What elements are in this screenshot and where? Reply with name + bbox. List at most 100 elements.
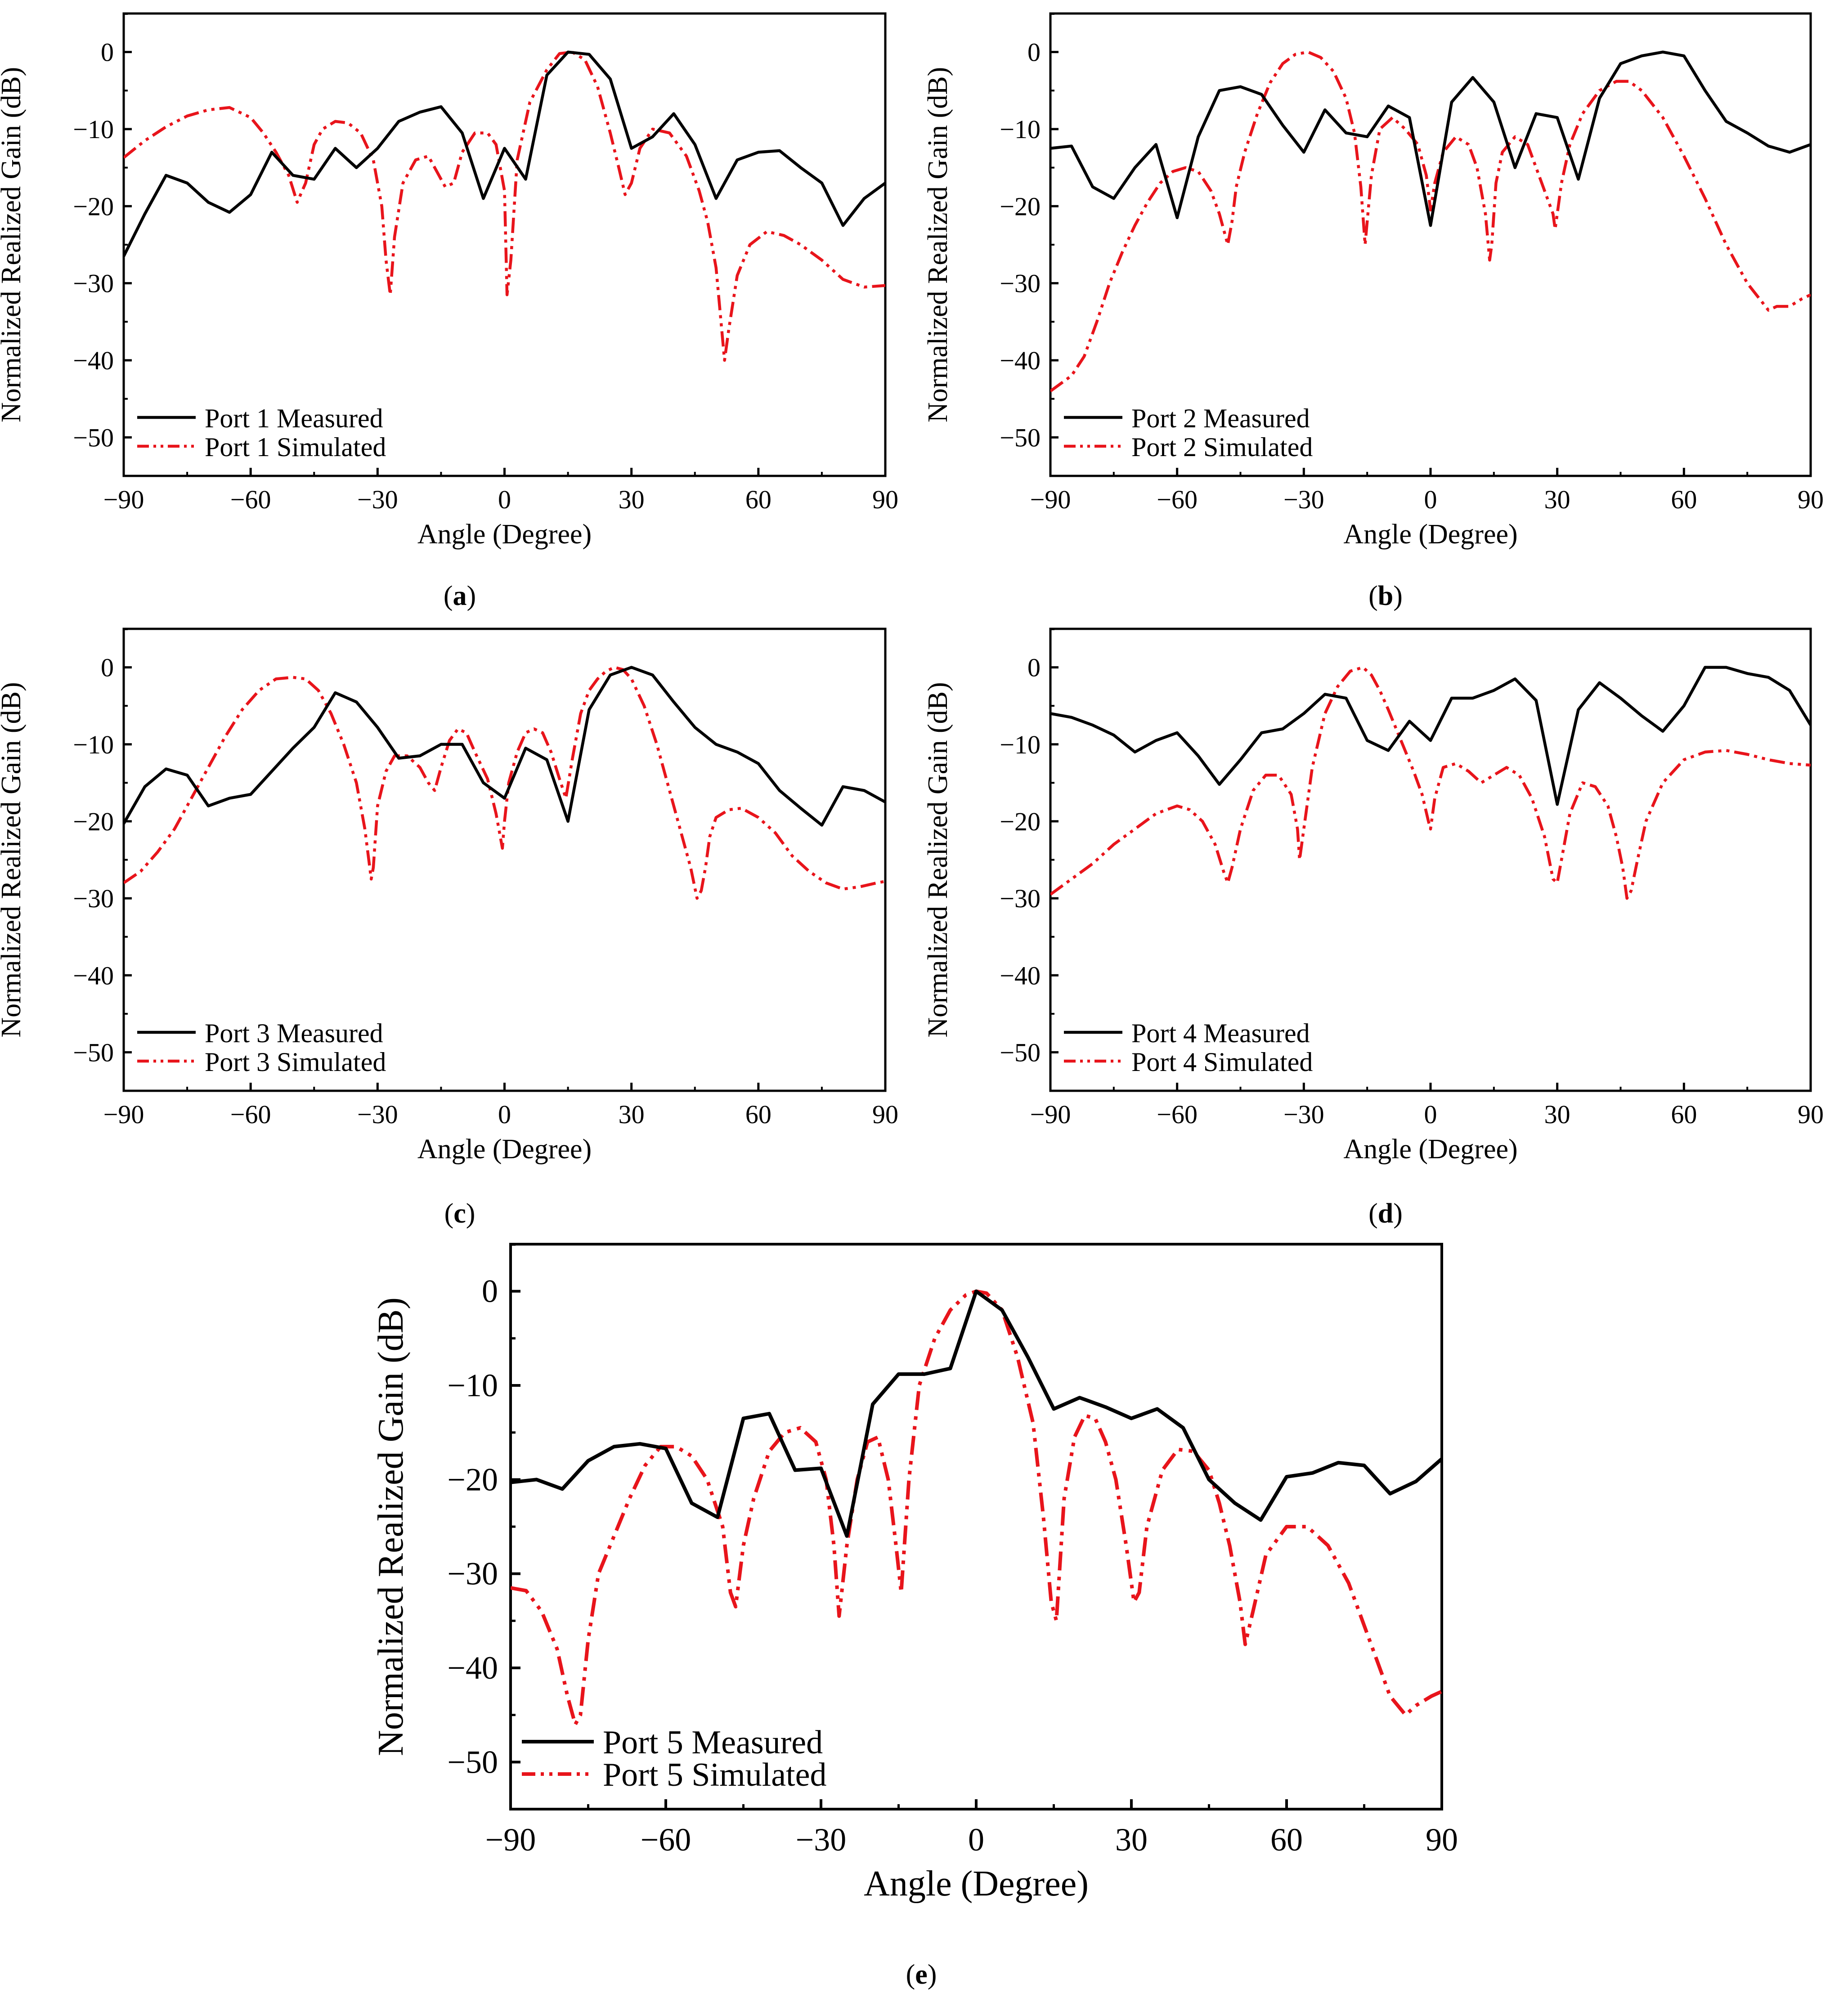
panel-a-ytick-label: −50 bbox=[73, 423, 114, 452]
panel-b-ylabel: Normalized Realized Gain (dB) bbox=[923, 67, 953, 422]
panel-a-ytick-label: −30 bbox=[73, 269, 114, 298]
panel-d-xtick-label: −90 bbox=[1030, 1100, 1071, 1129]
panel-b-ytick-label: −10 bbox=[1000, 115, 1041, 144]
panel-c-ylabel: Normalized Realized Gain (dB) bbox=[0, 682, 27, 1037]
panel-c-ytick-label: −40 bbox=[73, 961, 114, 990]
panel-c-ytick-label: 0 bbox=[101, 653, 114, 682]
panel-a-xtick-label: 0 bbox=[498, 485, 511, 514]
panel-e-legend-label: Port 5 Measured bbox=[603, 1724, 823, 1761]
panel-c-xtick-label: 30 bbox=[619, 1100, 645, 1129]
panel-c-xlabel: Angle (Degree) bbox=[417, 1134, 592, 1165]
panel-e: −90 −60 −30 0 30 60 90 0 −10 −20 −30 −40 −50 Angle (D… bbox=[371, 1243, 1458, 1990]
panel-a-ytick-label: −20 bbox=[73, 192, 114, 221]
panel-c-legend-label: Port 3 Simulated bbox=[205, 1047, 386, 1077]
panel-a-xlabel: Angle (Degree) bbox=[417, 519, 592, 550]
panel-b-series-measured bbox=[1050, 50, 1811, 227]
panel-a-xtick-label: −90 bbox=[103, 485, 144, 514]
panel-e-xtick-label: 90 bbox=[1426, 1822, 1458, 1858]
panel-b-xtick-label: 0 bbox=[1424, 485, 1437, 514]
panel-c-xtick-label: 60 bbox=[745, 1100, 771, 1129]
panel-c-ytick-label: −10 bbox=[73, 730, 114, 759]
panel-c: −90 −60 −30 0 30 60 90 0 −10 −20 −30 −40 −50 Angle (D… bbox=[0, 627, 898, 1229]
panel-d-legend-label: Port 4 Simulated bbox=[1131, 1047, 1313, 1077]
panel-d-series-simulated bbox=[1050, 666, 1811, 900]
panel-c-series-simulated bbox=[124, 666, 885, 900]
panel-b-xtick-label: 90 bbox=[1798, 485, 1824, 514]
panel-b-ytick-label: −30 bbox=[1000, 269, 1041, 298]
panel-e-xtick-label: 30 bbox=[1115, 1822, 1148, 1858]
panel-b-legend-label: Port 2 Simulated bbox=[1131, 432, 1313, 462]
panel-d-xtick-label: 0 bbox=[1424, 1100, 1437, 1129]
panel-b: −90 −60 −30 0 30 60 90 0 −10 −20 −30 −40 −50 Angle (D… bbox=[923, 12, 1824, 611]
panel-e-ytick-label: 0 bbox=[482, 1273, 498, 1309]
panel-a-xtick-label: 60 bbox=[745, 485, 771, 514]
panel-c-ytick-label: −20 bbox=[73, 807, 114, 836]
panel-d-caption: (d) bbox=[1368, 1198, 1403, 1229]
panel-e-ytick-label: −20 bbox=[447, 1461, 498, 1497]
panel-e-caption: (e) bbox=[906, 1959, 937, 1990]
panel-c-ytick-label: −30 bbox=[73, 884, 114, 913]
panel-b-ytick-label: −20 bbox=[1000, 192, 1041, 221]
panel-e-ytick-label: −40 bbox=[447, 1650, 498, 1686]
panel-e-ylabel: Normalized Realized Gain (dB) bbox=[371, 1297, 411, 1756]
panel-d-series-measured bbox=[1050, 666, 1811, 806]
panel-b-legend-label: Port 2 Measured bbox=[1131, 403, 1310, 433]
panel-b-ytick-label: −40 bbox=[1000, 346, 1041, 375]
panel-a-legend-label: Port 1 Measured bbox=[205, 403, 383, 433]
panel-e-xtick-label: 60 bbox=[1270, 1822, 1303, 1858]
panel-b-ytick-label: −50 bbox=[1000, 423, 1041, 452]
panel-d-ytick-label: −30 bbox=[1000, 884, 1041, 913]
panel-d-legend-label: Port 4 Measured bbox=[1131, 1018, 1310, 1048]
panel-a-series-measured bbox=[124, 50, 885, 257]
panel-d: −90 −60 −30 0 30 60 90 0 −10 −20 −30 −40 −50 Angle (D… bbox=[923, 627, 1824, 1229]
panel-a-xtick-label: −60 bbox=[230, 485, 271, 514]
panel-c-ytick-label: −50 bbox=[73, 1038, 114, 1067]
panel-c-xtick-label: −90 bbox=[103, 1100, 144, 1129]
panel-e-xlabel: Angle (Degree) bbox=[864, 1864, 1089, 1904]
panel-d-xlabel: Angle (Degree) bbox=[1343, 1134, 1517, 1165]
panel-e-series-simulated bbox=[511, 1289, 1442, 1726]
panel-b-series-simulated bbox=[1050, 50, 1811, 393]
panel-d-ytick-label: −20 bbox=[1000, 807, 1041, 836]
panel-d-xtick-label: −30 bbox=[1283, 1100, 1324, 1129]
panel-c-xtick-label: 90 bbox=[872, 1100, 898, 1129]
panel-a-legend-label: Port 1 Simulated bbox=[205, 432, 386, 462]
panel-b-xtick-label: 30 bbox=[1544, 485, 1570, 514]
panel-e-xtick-label: −60 bbox=[641, 1822, 691, 1858]
panel-c-xtick-label: −30 bbox=[357, 1100, 398, 1129]
panel-d-ytick-label: −50 bbox=[1000, 1038, 1041, 1067]
panel-a: −90 −60 −30 0 30 60 90 0 −10 −20 −30 −40 −50 Angle (D… bbox=[0, 12, 898, 611]
panel-a-ytick-label: −10 bbox=[73, 115, 114, 144]
panel-b-xtick-label: 60 bbox=[1671, 485, 1697, 514]
panel-b-ytick-label: 0 bbox=[1027, 38, 1041, 67]
panel-d-xtick-label: 90 bbox=[1798, 1100, 1824, 1129]
panel-a-xtick-label: 30 bbox=[619, 485, 645, 514]
panel-a-ytick-label: −40 bbox=[73, 346, 114, 375]
panel-b-xtick-label: −30 bbox=[1283, 485, 1324, 514]
panel-e-ytick-label: −50 bbox=[447, 1744, 498, 1780]
panel-a-caption: (a) bbox=[444, 581, 476, 611]
panel-d-xtick-label: 30 bbox=[1544, 1100, 1570, 1129]
panel-e-xtick-label: 0 bbox=[968, 1822, 984, 1858]
panel-e-ytick-label: −30 bbox=[447, 1556, 498, 1592]
panel-e-ytick-label: −10 bbox=[447, 1367, 498, 1403]
panel-d-ytick-label: −10 bbox=[1000, 730, 1041, 759]
panel-c-xtick-label: 0 bbox=[498, 1100, 511, 1129]
panel-a-xtick-label: −30 bbox=[357, 485, 398, 514]
panel-c-xtick-label: −60 bbox=[230, 1100, 271, 1129]
panel-b-xtick-label: −60 bbox=[1157, 485, 1198, 514]
panel-e-series-measured bbox=[511, 1289, 1442, 1538]
panel-a-ylabel: Normalized Realized Gain (dB) bbox=[0, 67, 27, 422]
panel-c-series-measured bbox=[124, 666, 885, 827]
panel-e-xtick-label: −90 bbox=[485, 1822, 536, 1858]
panel-d-ylabel: Normalized Realized Gain (dB) bbox=[923, 682, 953, 1037]
panel-c-legend-label: Port 3 Measured bbox=[205, 1018, 383, 1048]
panel-e-xtick-label: −30 bbox=[796, 1822, 847, 1858]
panel-d-ytick-label: 0 bbox=[1027, 653, 1041, 682]
panel-d-xtick-label: −60 bbox=[1157, 1100, 1198, 1129]
panel-c-caption: (c) bbox=[444, 1198, 475, 1229]
panel-a-ytick-label: 0 bbox=[101, 38, 114, 67]
panel-a-xtick-label: 90 bbox=[872, 485, 898, 514]
panel-d-ytick-label: −40 bbox=[1000, 961, 1041, 990]
